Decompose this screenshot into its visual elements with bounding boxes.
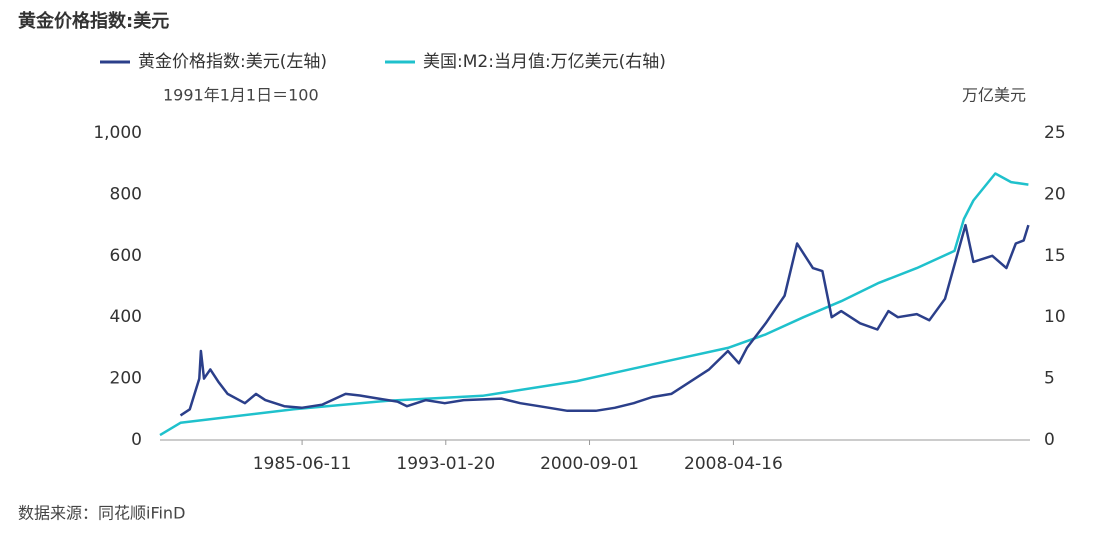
series-line [159,172,1029,437]
y2-tick-label: 5 [1044,369,1055,389]
series-line [179,223,1030,417]
x-tick-label: 2008-04-16 [684,454,783,474]
y2-tick-label: 15 [1044,246,1066,266]
source: 数据来源：同花顺iFinD [18,504,185,523]
legend-label: 黄金价格指数:美元(左轴) [138,52,327,72]
y-tick-label: 400 [110,307,142,327]
y-tick-label: 1,000 [93,123,142,143]
x-tick-label: 1985-06-11 [253,454,352,474]
y-tick-label: 0 [131,430,142,450]
y2-tick-label: 0 [1044,430,1055,450]
legend-label: 美国:M2:当月值:万亿美元(右轴) [423,52,666,72]
y2-tick-label: 20 [1044,184,1066,204]
x-tick-label: 1993-01-20 [396,454,495,474]
chart-title: 黄金价格指数:美元 [18,10,169,32]
y-tick-label: 200 [110,369,142,389]
x-tick-label: 2000-09-01 [540,454,639,474]
y-tick-label: 600 [110,246,142,266]
subtitle: 1991年1月1日＝100 [163,86,319,105]
y2-axis-label: 万亿美元 [962,86,1026,105]
y2-tick-label: 10 [1044,307,1066,327]
y-tick-label: 800 [110,184,142,204]
y2-tick-label: 25 [1044,123,1066,143]
